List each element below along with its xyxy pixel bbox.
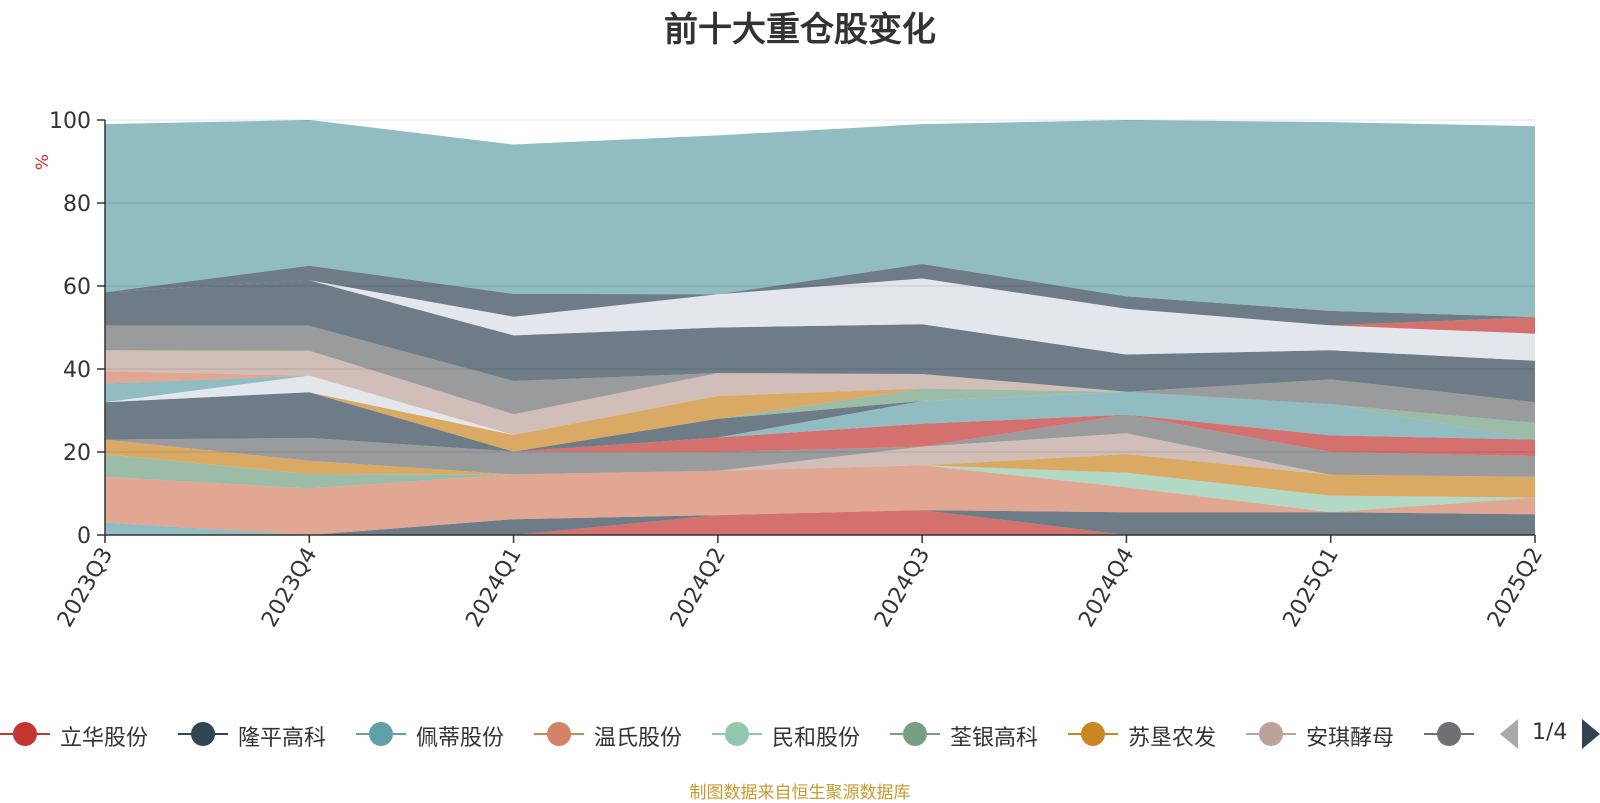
legend-label: 安琪酵母	[1306, 726, 1395, 751]
area-series-8	[105, 414, 1535, 477]
area-series-1	[105, 510, 1535, 535]
legend-dot-icon	[725, 722, 749, 746]
legend-item[interactable]: 安琪酵母	[1246, 714, 1424, 754]
area-series-5	[105, 454, 1535, 498]
x-tick-label: 2024Q1	[461, 544, 526, 632]
legend-dot-icon	[1081, 722, 1105, 746]
legend-item[interactable]	[1424, 714, 1524, 754]
legend-item[interactable]: 立华股份	[0, 714, 178, 754]
legend-prev-page-button[interactable]	[1500, 719, 1518, 749]
area-series-22	[105, 264, 1535, 326]
legend-dot-icon	[547, 722, 571, 746]
legend-dot-icon	[903, 722, 927, 746]
legend-label: 佩蒂股份	[416, 726, 505, 751]
area-series-6	[105, 439, 1535, 498]
x-tick-label: 2024Q2	[666, 544, 731, 632]
area-series-18	[105, 325, 1535, 423]
legend-page-indicator: 1/4	[1532, 720, 1568, 745]
legend-label: 立华股份	[60, 726, 149, 751]
legend-label: 荃银高科	[950, 726, 1039, 751]
legend-dot-icon	[1437, 722, 1461, 746]
legend-item[interactable]: 温氏股份	[534, 714, 712, 754]
legend-item[interactable]: 隆平高科	[178, 714, 356, 754]
y-tick-label: 40	[63, 358, 91, 383]
legend-label: 苏垦农发	[1128, 726, 1217, 751]
area-series-0	[105, 510, 1535, 535]
area-series-14	[105, 375, 1535, 435]
legend-item[interactable]: 民和股份	[712, 714, 890, 754]
legend-item[interactable]: 荃银高科	[890, 714, 1068, 754]
legend-label: 民和股份	[772, 726, 861, 751]
x-tick-label: 2023Q3	[53, 544, 118, 632]
x-tick-label: 2024Q3	[870, 544, 935, 632]
area-series-16	[105, 371, 1535, 435]
area-series-20	[105, 278, 1535, 361]
source-note: 制图数据来自恒生聚源数据库	[689, 783, 911, 803]
area-series-10	[105, 391, 1535, 452]
y-tick-label: 20	[63, 441, 91, 466]
area-series-layer	[105, 120, 1535, 535]
area-series-7	[105, 433, 1535, 477]
area-series-23	[105, 120, 1535, 318]
chart: 0 20 40 60 80 100% 2023Q3 2023Q4 2024Q1 2024Q2 202…	[33, 109, 1548, 632]
chart-title: 前十大重仓股变化	[664, 10, 936, 50]
area-series-19	[105, 280, 1535, 403]
legend-dot-icon	[191, 722, 215, 746]
x-tick-label: 2025Q1	[1279, 544, 1344, 632]
legend-pager: 1/4	[1500, 714, 1600, 754]
area-series-9	[105, 414, 1535, 457]
area-series-3	[105, 465, 1535, 535]
y-tick-label: 80	[63, 192, 91, 217]
legend-dot-icon	[13, 722, 37, 746]
y-tick-label: 0	[77, 524, 91, 549]
legend-item[interactable]: 佩蒂股份	[356, 714, 534, 754]
area-series-15	[105, 375, 1535, 435]
grid-lines	[105, 119, 1535, 453]
x-tick-label: 2025Q2	[1483, 544, 1548, 632]
x-tick-label: 2023Q4	[257, 544, 322, 632]
x-tick-label: 2024Q4	[1074, 544, 1139, 632]
y-axis-label: %	[33, 154, 53, 170]
legend-label: 隆平高科	[238, 726, 327, 751]
legend-item[interactable]: 苏垦农发	[1068, 714, 1246, 754]
area-series-2	[105, 510, 1535, 535]
y-tick-label: 60	[63, 275, 91, 300]
area-series-4	[105, 465, 1535, 513]
legend-dot-icon	[369, 722, 393, 746]
legend-dot-icon	[1259, 722, 1283, 746]
legend-next-page-button[interactable]	[1582, 719, 1600, 749]
area-series-11	[105, 391, 1535, 452]
legend: 立华股份 隆平高科 佩蒂股份 温氏股份 民和股份 荃银高科 苏垦农发 安琪酵母	[0, 714, 1600, 754]
area-series-13	[105, 388, 1535, 452]
legend-label: 温氏股份	[594, 726, 683, 751]
area-series-17	[105, 350, 1535, 435]
y-tick-label: 100	[49, 109, 91, 134]
